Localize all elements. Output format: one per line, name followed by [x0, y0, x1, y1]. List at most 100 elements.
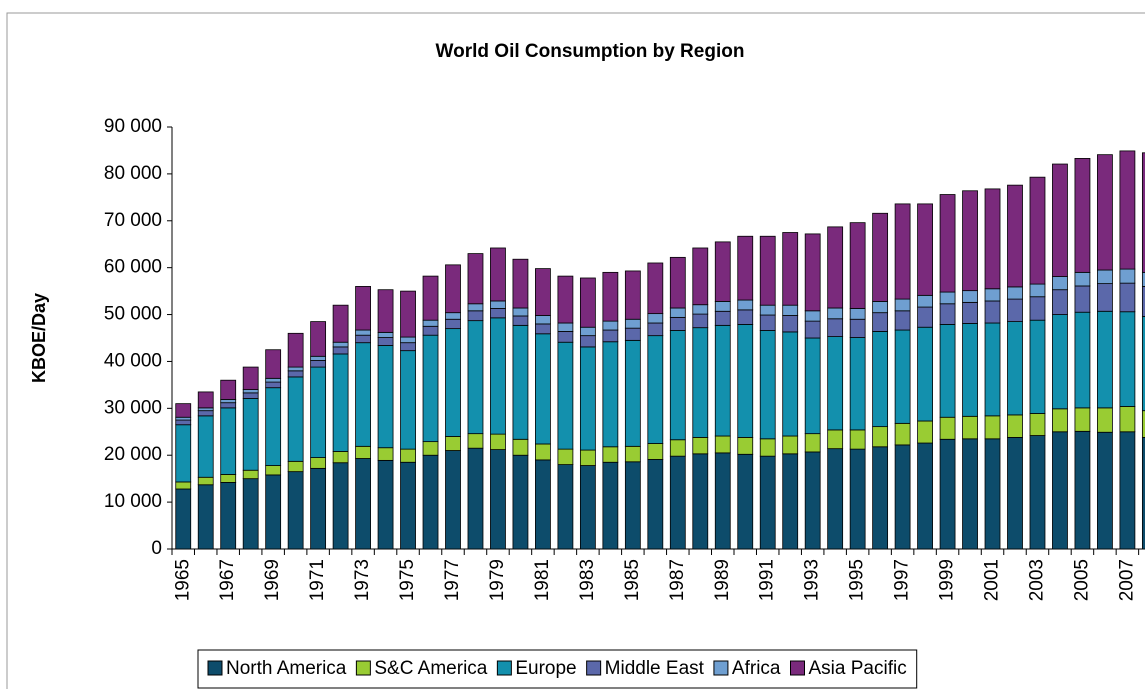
bar-segment [1097, 269, 1113, 285]
bar-segment [647, 459, 664, 550]
bar-segment [782, 331, 799, 437]
bar-segment [624, 318, 641, 329]
bar-segment [445, 264, 461, 314]
bar-segment [782, 453, 799, 550]
bar-segment [287, 460, 304, 473]
bar-segment [355, 458, 371, 550]
bar-segment [557, 275, 574, 324]
bar-segment [849, 222, 866, 309]
bar-segment [984, 288, 1001, 302]
y-tick-label: 0 [151, 538, 162, 559]
bar-segment [872, 426, 889, 448]
bar-segment [1074, 271, 1091, 287]
bar-segment [849, 429, 866, 450]
bar-segment [310, 457, 327, 469]
bar-segment [602, 329, 619, 343]
x-tick-label: 1971 [307, 559, 328, 601]
bar-segment [175, 481, 192, 490]
bar-segment [535, 268, 551, 316]
bar-segment [1141, 152, 1145, 273]
bar-segment [714, 435, 731, 454]
bar-segment [872, 301, 889, 314]
bar-segment [827, 318, 844, 337]
legend-label: North America [226, 658, 347, 679]
bar-segment [759, 455, 776, 550]
bar-segment [1029, 283, 1046, 298]
bar-segment [1029, 413, 1046, 436]
bar-segment [512, 307, 529, 317]
bar-segment [962, 323, 978, 417]
bar-segment [804, 433, 821, 453]
bar-segment [445, 450, 461, 550]
bar-segment [535, 315, 551, 325]
bar-segment [422, 441, 439, 456]
bar-segment [1029, 435, 1046, 550]
bar-segment [939, 291, 956, 305]
bar-segment [310, 366, 327, 458]
bar-segment [490, 317, 506, 435]
bar-segment [827, 307, 844, 320]
bar-segment [1141, 316, 1145, 412]
bar-segment [422, 454, 439, 550]
bar-segment [647, 262, 664, 315]
bar-segment [602, 446, 619, 463]
bar-segment [287, 471, 304, 550]
bar-segment [332, 341, 349, 348]
legend-swatch [790, 660, 805, 676]
bar-segment [535, 443, 551, 461]
legend-label: Africa [732, 658, 781, 679]
x-tick-label: 1967 [217, 559, 238, 601]
bar-segment [175, 403, 192, 418]
bar-segment [332, 346, 349, 355]
y-tick-label: 90 000 [104, 116, 162, 137]
bar-segment [692, 327, 709, 438]
bar-segment [647, 443, 664, 460]
bar-segment [1097, 431, 1113, 550]
bar-segment [737, 437, 754, 455]
bar-segment [490, 449, 506, 550]
bar-segment [242, 398, 259, 471]
bar-segment [1052, 408, 1068, 433]
bar-segment [1052, 289, 1068, 315]
x-tick-label: 1995 [847, 559, 868, 601]
bar-segment [175, 419, 192, 426]
bar-segment [377, 447, 394, 461]
bar-segment [714, 452, 731, 550]
x-tick-label: 1981 [532, 559, 553, 601]
bar-segment [557, 448, 574, 466]
bar-segment [1074, 158, 1091, 273]
bar-segment [962, 438, 978, 550]
bar-segment [265, 474, 282, 550]
bar-segment [197, 484, 214, 550]
bar-segment [984, 415, 1001, 440]
x-tick-label: 1989 [712, 559, 733, 601]
y-tick-label: 10 000 [104, 491, 162, 512]
bar-segment [872, 312, 889, 332]
legend-label: S&C America [374, 658, 487, 679]
bar-segment [377, 345, 394, 449]
bar-segment [1097, 154, 1113, 271]
bar-segment [939, 194, 956, 293]
bar-segment [175, 424, 192, 483]
bar-segment [714, 310, 731, 326]
bar-segment [400, 461, 416, 550]
bar-segment [287, 370, 304, 378]
bar-segment [1141, 410, 1145, 438]
bar-segment [535, 323, 551, 335]
bar-segment [1052, 431, 1068, 550]
bar-segment [220, 402, 237, 409]
bar-segment [782, 304, 799, 316]
x-tick-label: 1985 [622, 559, 643, 601]
bar-segment [804, 320, 821, 339]
bar-segment [782, 435, 799, 455]
y-tick-label: 20 000 [104, 444, 162, 465]
bar-segment [939, 324, 956, 418]
bar-segment [422, 334, 439, 443]
y-axis-label: KBOE/Day [29, 293, 49, 383]
y-tick-label: 30 000 [104, 397, 162, 418]
x-tick-label: 1987 [667, 559, 688, 601]
bar-segment [197, 407, 214, 412]
bar-segment [287, 376, 304, 462]
legend-label: Europe [515, 658, 576, 679]
